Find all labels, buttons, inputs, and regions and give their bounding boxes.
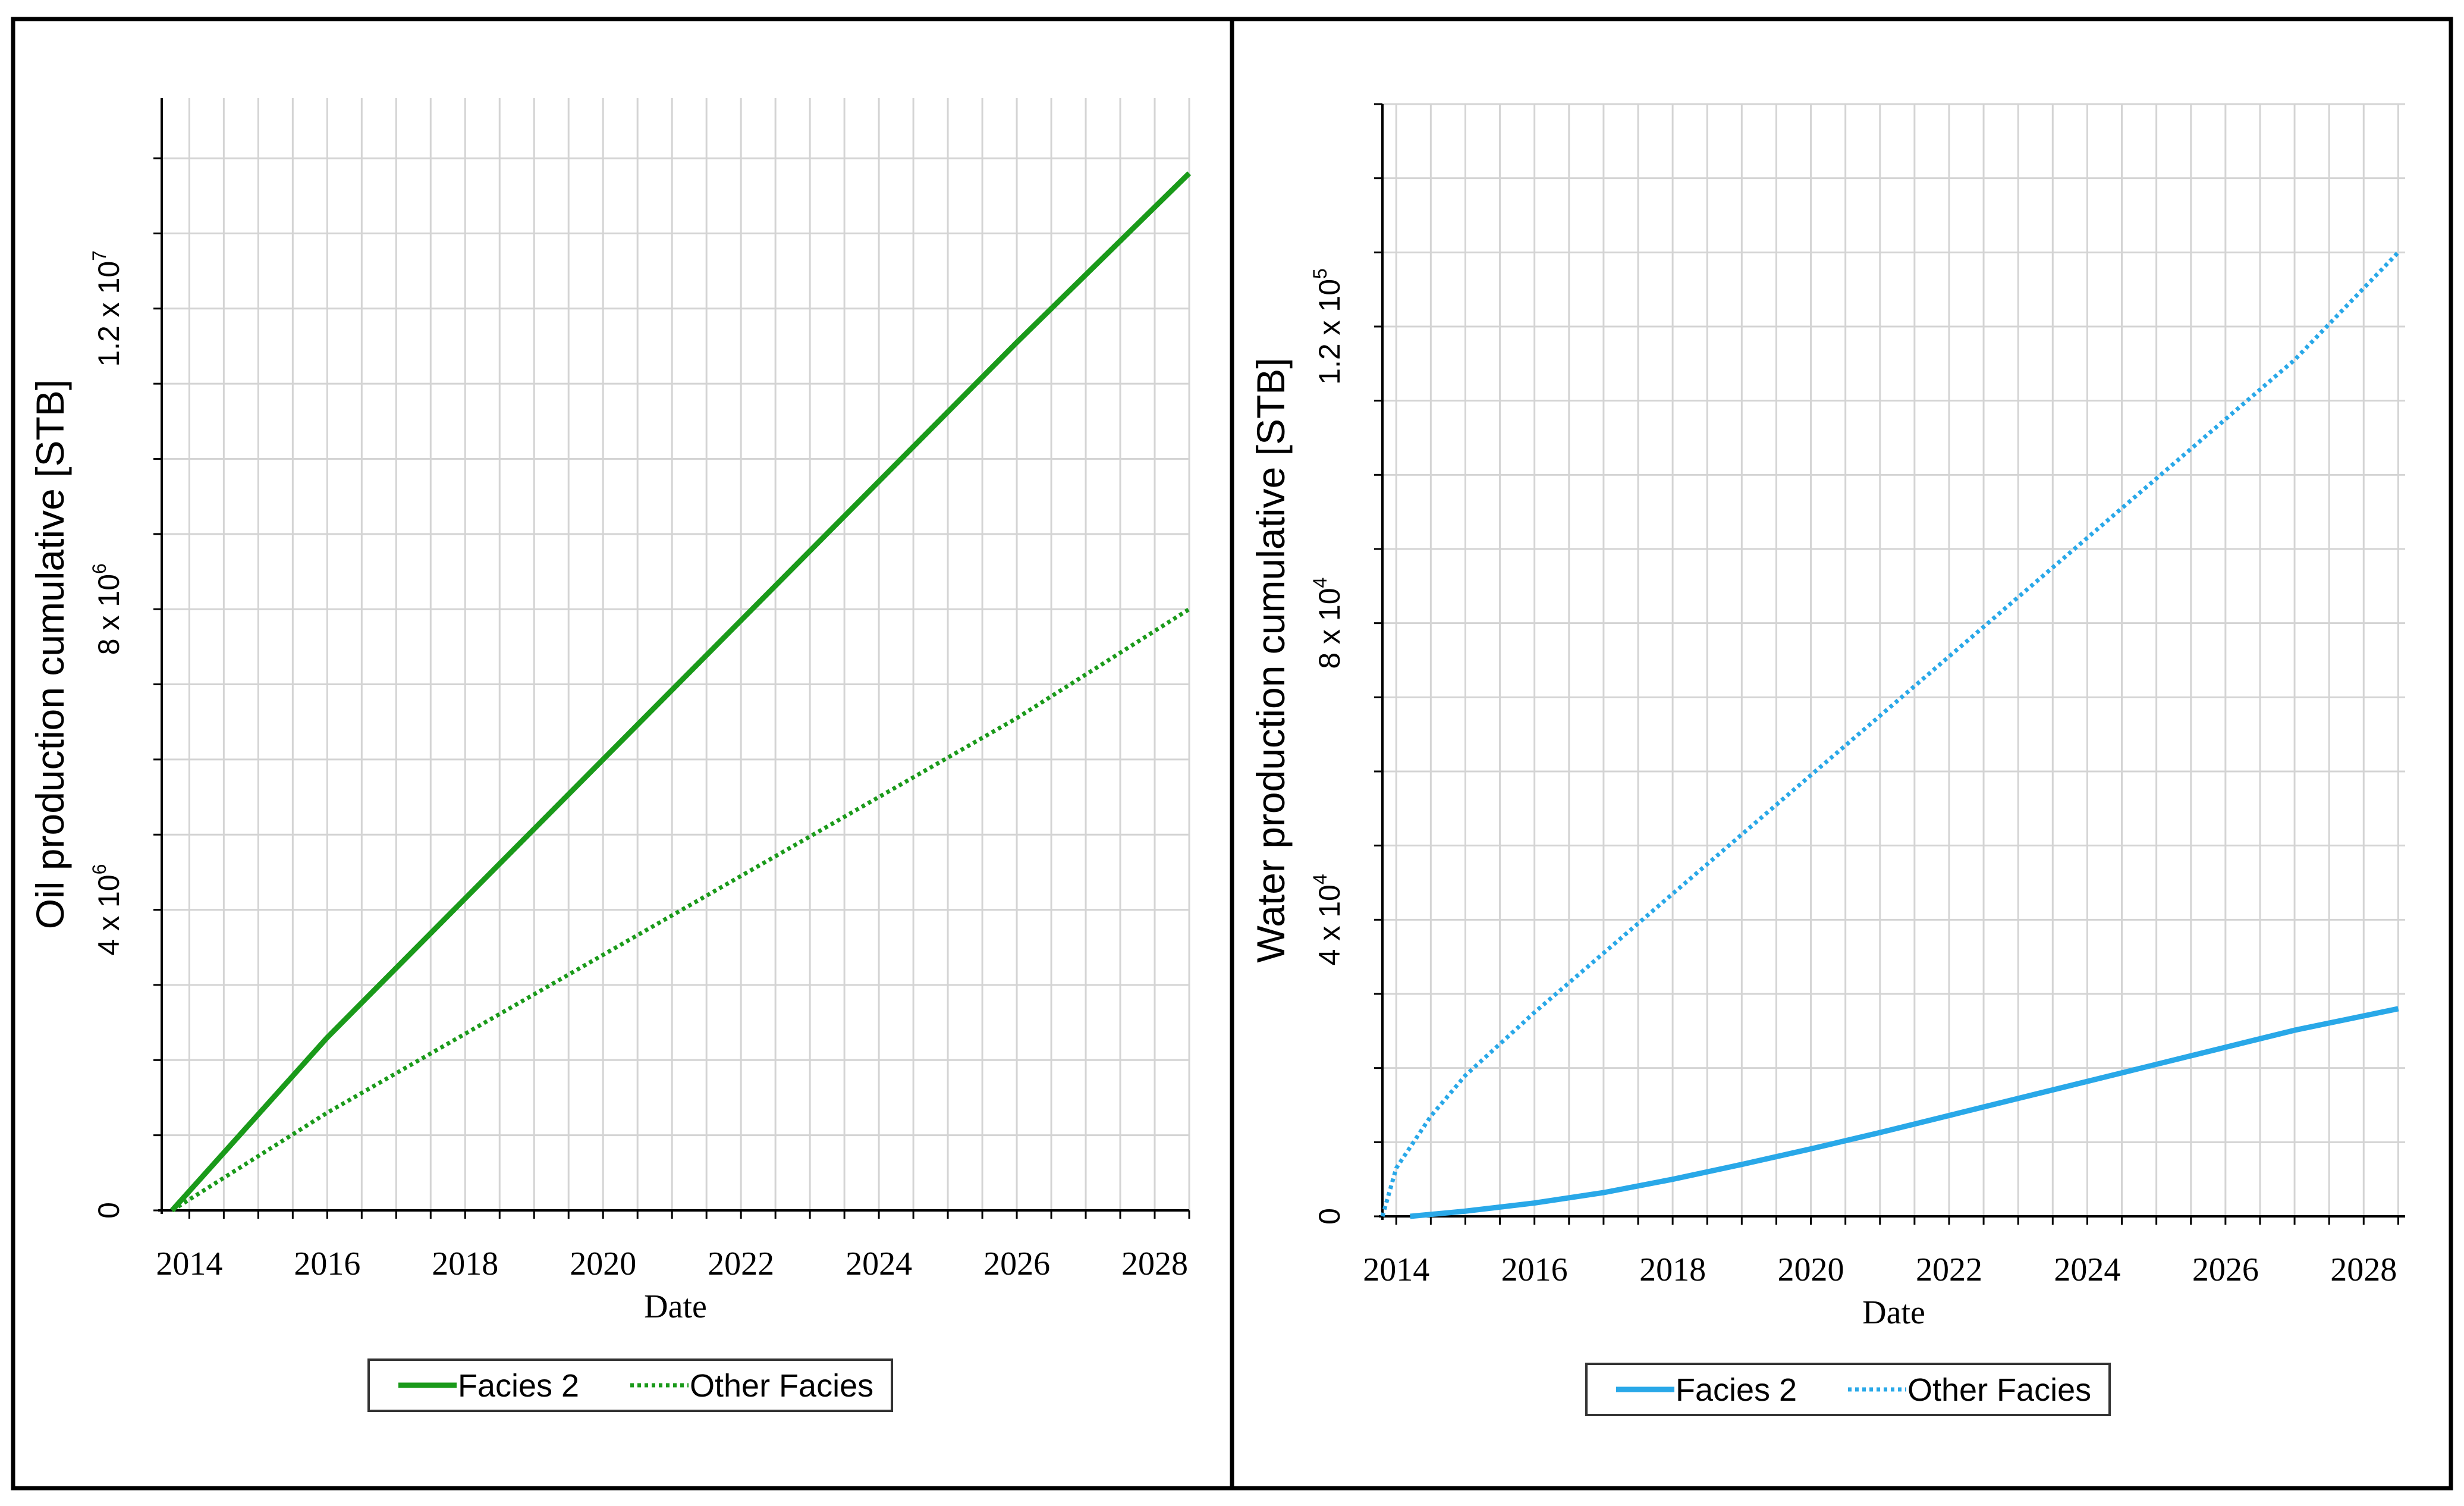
water-y-tick-exponent: 5: [1309, 268, 1331, 279]
water-y-tick-mantissa: 8 x 10: [1313, 588, 1346, 669]
oil-series-facies-2-line: [170, 171, 1192, 1213]
oil-y-axis-label: Oil production cumulative [STB]: [28, 379, 72, 929]
water-x-tick-label: 2014: [1363, 1251, 1429, 1288]
water-x-axis-label: Date: [1862, 1294, 1925, 1331]
water-x-tick-label: 2020: [1778, 1251, 1844, 1288]
left-panel-frame: [11, 17, 1234, 1491]
oil-x-tick-label: 2018: [432, 1245, 498, 1282]
oil-x-tick-label: 2020: [570, 1245, 636, 1282]
water-series-facies-2-line: [1410, 1006, 2399, 1219]
water-y-tick-exponent: 4: [1309, 578, 1331, 588]
water-chart-series: [1380, 250, 2400, 1219]
water-y-tick-label: 8 x 104: [1309, 578, 1346, 669]
oil-y-tick-mantissa: 0: [92, 1202, 125, 1219]
oil-chart-axes: [153, 98, 1190, 1219]
oil-x-tick-label: 2022: [708, 1245, 774, 1282]
water-chart-legend: Facies 2 Other Facies: [1585, 1363, 2111, 1416]
oil-y-tick-label: 8 x 106: [89, 563, 125, 655]
oil-legend-label: Other Facies: [690, 1368, 873, 1404]
water-y-tick-label: 0: [1313, 1208, 1346, 1225]
water-x-tick-label: 2022: [1916, 1251, 1982, 1288]
oil-x-tick-label: 2024: [846, 1245, 912, 1282]
water-y-tick-exponent: 4: [1309, 874, 1331, 884]
oil-y-tick-exponent: 6: [89, 563, 110, 574]
water-x-tick-label: 2026: [2192, 1251, 2259, 1288]
oil-series-other-facies-line: [171, 607, 1190, 1212]
water-chart-grid: [1382, 103, 2405, 1218]
water-x-tick-label: 2024: [2054, 1251, 2120, 1288]
water-y-tick-label: 1.2 x 105: [1309, 268, 1346, 385]
water-y-tick-mantissa: 0: [1313, 1208, 1346, 1225]
oil-x-tick-label: 2014: [156, 1245, 222, 1282]
oil-legend-label: Facies 2: [458, 1368, 579, 1404]
oil-x-axis-label: Date: [644, 1288, 707, 1325]
oil-y-tick-mantissa: 1.2 x 10: [92, 261, 125, 367]
water-y-tick-mantissa: 4 x 10: [1313, 884, 1346, 965]
right-panel-frame: [1230, 17, 2453, 1491]
oil-y-tick-label: 0: [92, 1202, 125, 1219]
water-y-tick-mantissa: 1.2 x 10: [1313, 279, 1346, 385]
water-y-tick-label: 4 x 104: [1309, 874, 1346, 965]
oil-y-tick-exponent: 7: [89, 250, 110, 261]
oil-x-tick-label: 2028: [1121, 1245, 1188, 1282]
oil-y-tick-label: 4 x 106: [89, 864, 125, 956]
water-legend-label: Facies 2: [1676, 1372, 1797, 1408]
water-x-tick-label: 2018: [1639, 1251, 1706, 1288]
water-y-axis-label: Water production cumulative [STB]: [1249, 357, 1293, 962]
oil-y-tick-mantissa: 8 x 10: [92, 574, 125, 655]
water-chart-axes: [1374, 103, 2405, 1225]
water-x-tick-label: 2028: [2330, 1251, 2397, 1288]
oil-y-tick-label: 1.2 x 107: [89, 250, 125, 367]
water-x-tick-label: 2016: [1501, 1251, 1568, 1288]
oil-x-tick-label: 2026: [983, 1245, 1050, 1282]
water-series-other-facies-line: [1380, 250, 2400, 1217]
oil-y-tick-exponent: 6: [89, 864, 110, 875]
oil-y-tick-mantissa: 4 x 10: [92, 874, 125, 955]
oil-chart-series: [170, 171, 1192, 1213]
oil-chart-legend: Facies 2 Other Facies: [367, 1358, 893, 1412]
oil-x-tick-label: 2016: [294, 1245, 360, 1282]
water-legend-label: Other Facies: [1907, 1372, 2091, 1408]
